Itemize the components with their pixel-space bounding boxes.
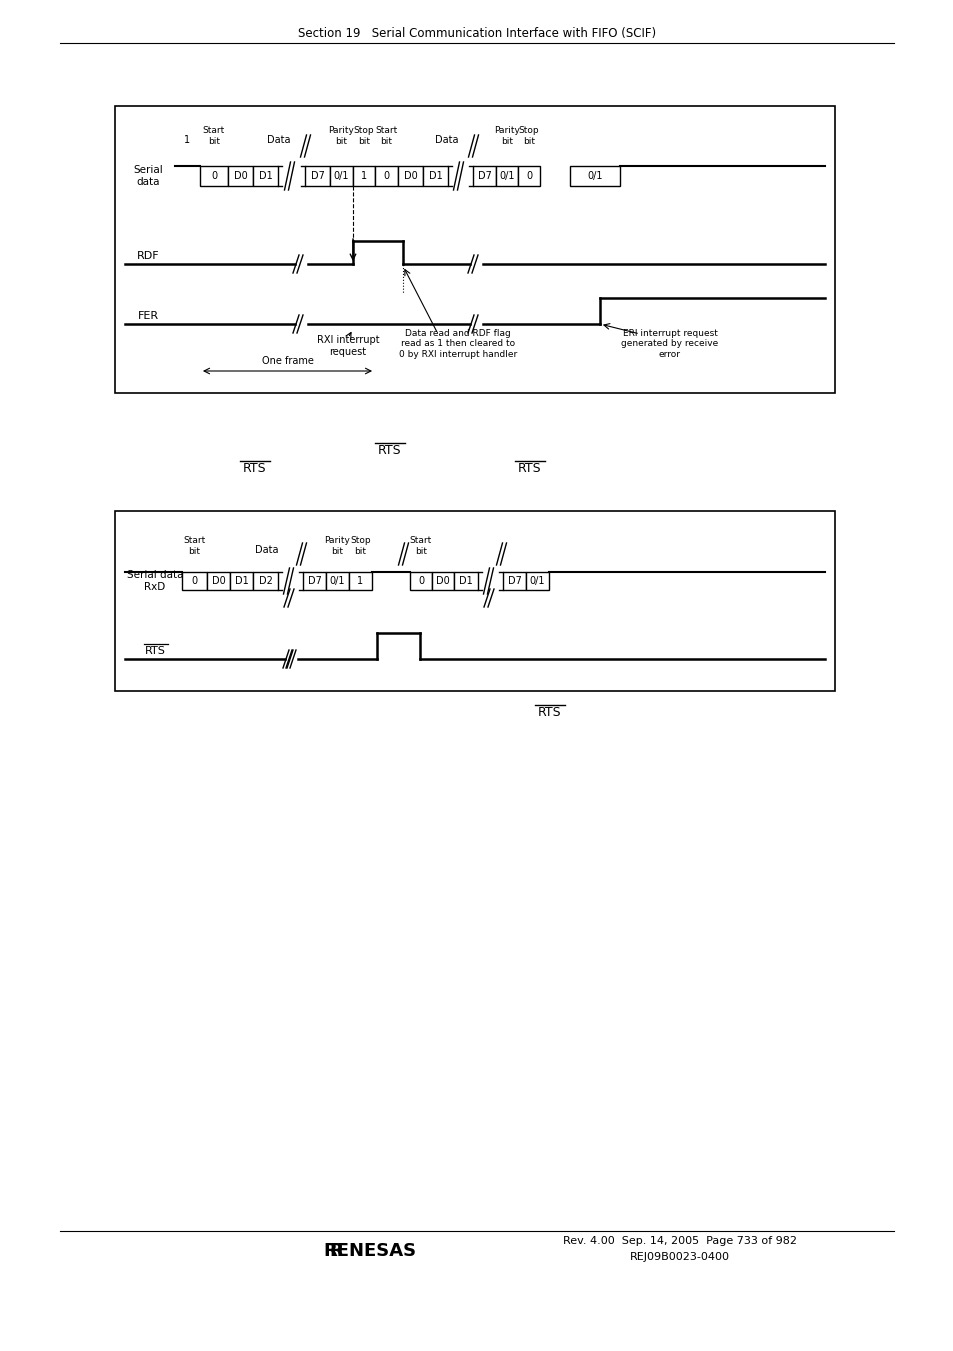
Text: Rev. 4.00  Sep. 14, 2005  Page 733 of 982: Rev. 4.00 Sep. 14, 2005 Page 733 of 982 (562, 1236, 796, 1246)
Text: 0: 0 (525, 172, 532, 181)
Text: 1: 1 (357, 576, 363, 586)
Text: RTS: RTS (517, 462, 541, 476)
Text: RENESAS: RENESAS (323, 1242, 416, 1260)
Text: 0/1: 0/1 (498, 172, 515, 181)
Text: D0: D0 (212, 576, 225, 586)
Bar (569, 166, 619, 186)
Text: Data read and RDF flag
read as 1 then cleared to
0 by RXI interrupt handler: Data read and RDF flag read as 1 then cl… (398, 330, 517, 359)
Text: RTS: RTS (537, 707, 561, 720)
Text: Data: Data (254, 544, 278, 555)
Bar (115, 511, 834, 690)
Text: Parity
bit: Parity bit (324, 536, 350, 555)
Text: REJ09B0023-0400: REJ09B0023-0400 (629, 1252, 729, 1262)
Bar (253, 166, 277, 186)
Text: 1: 1 (360, 172, 367, 181)
Text: 1: 1 (184, 135, 191, 145)
Bar (330, 166, 353, 186)
Text: RTS: RTS (377, 444, 401, 458)
Text: Stop
bit: Stop bit (350, 536, 371, 555)
Text: Start
bit: Start bit (203, 126, 225, 146)
Text: R: R (329, 1242, 342, 1260)
Text: 0/1: 0/1 (334, 172, 349, 181)
Bar (326, 571, 349, 590)
Text: D7: D7 (477, 172, 491, 181)
Bar (375, 166, 397, 186)
Text: D0: D0 (403, 172, 416, 181)
Bar (496, 166, 517, 186)
Text: D1: D1 (258, 172, 273, 181)
Bar (207, 571, 230, 590)
Text: Data: Data (435, 135, 458, 145)
Text: Stop
bit: Stop bit (354, 126, 374, 146)
Text: Serial
data: Serial data (133, 165, 163, 186)
Text: D7: D7 (507, 576, 521, 586)
Bar (230, 571, 253, 590)
Text: D7: D7 (311, 172, 324, 181)
Text: D2: D2 (258, 576, 273, 586)
Text: Section 19   Serial Communication Interface with FIFO (SCIF): Section 19 Serial Communication Interfac… (297, 27, 656, 39)
Text: RDF: RDF (136, 251, 159, 261)
Bar (353, 166, 375, 186)
Text: RTS: RTS (145, 646, 165, 657)
Bar (473, 166, 496, 186)
Text: Start
bit: Start bit (375, 126, 397, 146)
Text: ERI interrupt request
generated by receive
error: ERI interrupt request generated by recei… (620, 330, 718, 359)
Bar (349, 571, 372, 590)
Bar (410, 571, 432, 590)
Bar (517, 166, 539, 186)
Text: D1: D1 (458, 576, 473, 586)
Text: Stop
bit: Stop bit (518, 126, 538, 146)
Text: One frame: One frame (261, 357, 314, 366)
Text: Parity
bit: Parity bit (494, 126, 519, 146)
Text: Parity
bit: Parity bit (328, 126, 355, 146)
Bar (305, 166, 330, 186)
Text: Start
bit: Start bit (410, 536, 432, 555)
Text: 0: 0 (417, 576, 424, 586)
Text: 0/1: 0/1 (330, 576, 345, 586)
Bar (182, 571, 207, 590)
Bar (454, 571, 477, 590)
Bar (502, 571, 525, 590)
Text: Data: Data (267, 135, 291, 145)
Text: 0: 0 (211, 172, 217, 181)
Bar (200, 166, 228, 186)
Text: 0/1: 0/1 (587, 172, 602, 181)
Text: D0: D0 (436, 576, 450, 586)
Text: 0/1: 0/1 (529, 576, 545, 586)
Bar (228, 166, 253, 186)
Text: RTS: RTS (243, 462, 267, 476)
Text: D0: D0 (233, 172, 247, 181)
Bar (397, 166, 422, 186)
Text: D1: D1 (234, 576, 248, 586)
Text: Serial data
RxD: Serial data RxD (127, 570, 183, 592)
Text: D1: D1 (428, 172, 442, 181)
Text: 0: 0 (192, 576, 197, 586)
Bar (525, 571, 548, 590)
Text: Start
bit: Start bit (183, 536, 206, 555)
Bar (303, 571, 326, 590)
Bar (422, 166, 448, 186)
Bar (253, 571, 277, 590)
Bar (115, 105, 834, 393)
Bar (432, 571, 454, 590)
Text: FER: FER (137, 311, 158, 322)
Text: D7: D7 (307, 576, 321, 586)
Text: 0: 0 (383, 172, 389, 181)
Text: RXI interrupt
request: RXI interrupt request (316, 335, 379, 357)
